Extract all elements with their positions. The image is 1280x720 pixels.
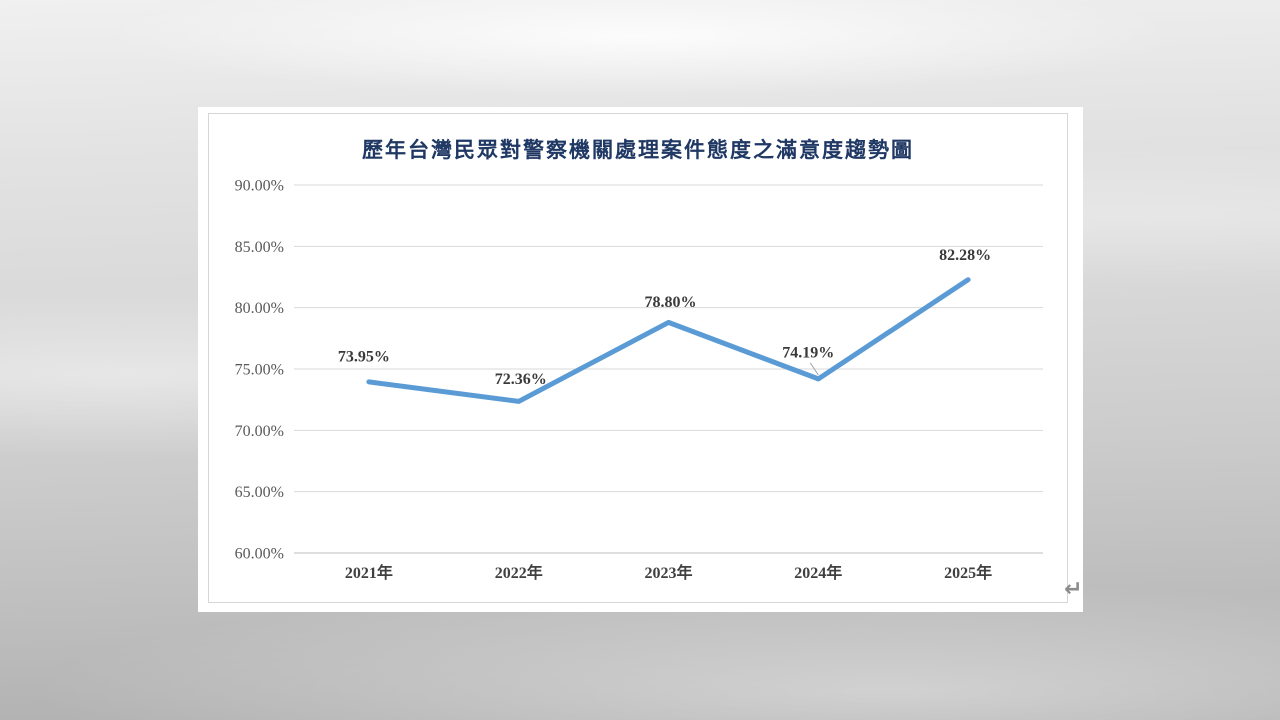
y-tick-label: 70.00%	[235, 423, 284, 440]
y-tick-label: 75.00%	[235, 362, 284, 379]
y-tick-label: 80.00%	[235, 300, 284, 317]
trend-line	[366, 277, 971, 404]
data-label: 73.95%	[338, 348, 390, 365]
x-tick-label: 2023年	[644, 563, 692, 582]
chart-title: 歷年台灣民眾對警察機關處理案件態度之滿意度趨勢圖	[362, 138, 914, 162]
y-tick-label: 85.00%	[235, 239, 284, 256]
data-label: 74.19%	[782, 344, 834, 361]
paragraph-return-mark: ↵	[1064, 577, 1083, 602]
x-tick-label: 2025年	[944, 563, 992, 582]
y-tick-label: 65.00%	[235, 484, 284, 501]
y-tick-label: 90.00%	[235, 178, 284, 195]
x-tick-label: 2021年	[345, 563, 393, 582]
document-page: 歷年台灣民眾對警察機關處理案件態度之滿意度趨勢圖 90.00% 85.00% 80.…	[198, 107, 1083, 612]
chart-plot-svg: 90.00% 85.00% 80.00% 75.00% 70.00% 65.00% 60.0…	[235, 178, 1043, 582]
data-label: 72.36%	[495, 371, 547, 388]
data-label: 82.28%	[939, 247, 991, 264]
chart-object-frame[interactable]	[208, 113, 1068, 603]
y-tick-label: 60.00%	[235, 546, 284, 563]
x-tick-label: 2024年	[794, 563, 842, 582]
data-label-leader-line	[809, 362, 819, 376]
x-tick-label: 2022年	[495, 563, 543, 582]
data-label: 78.80%	[645, 294, 697, 311]
